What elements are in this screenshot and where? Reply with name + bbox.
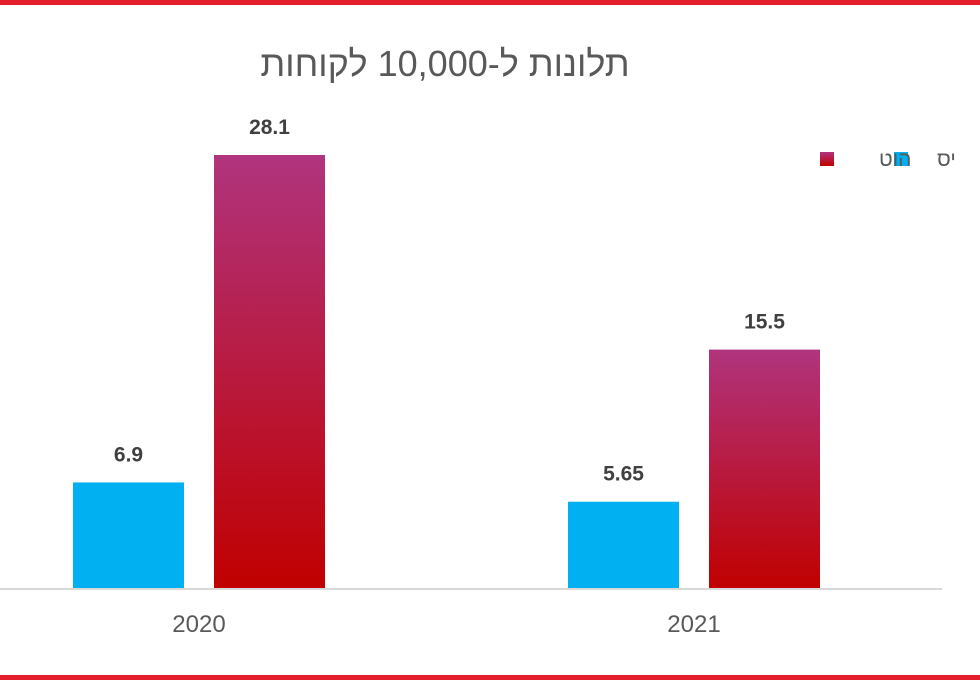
data-label-hot-2021: 15.5 <box>744 311 785 334</box>
chart-title: תלונות ל-10,000 לקוחות <box>260 43 629 84</box>
legend-label-hot: הוט <box>879 148 911 171</box>
x-axis-ticks: 2020 2021 <box>172 611 720 638</box>
bars-group: 6.9 28.1 5.65 15.5 <box>73 116 820 589</box>
x-tick-label-2021: 2021 <box>667 611 720 638</box>
legend: יס הוט <box>820 148 956 171</box>
legend-swatch-hot <box>820 152 834 166</box>
legend-label-yes: יס <box>937 148 956 171</box>
bar-yes-2020 <box>73 482 184 589</box>
bottom-frame-bar <box>0 675 980 680</box>
data-label-yes-2020: 6.9 <box>114 443 143 466</box>
data-label-hot-2020: 28.1 <box>249 116 290 139</box>
legend-swatch-yes <box>894 152 908 166</box>
bar-hot-2021 <box>709 349 820 589</box>
bar-yes-2021 <box>568 501 679 589</box>
x-tick-label-2020: 2020 <box>172 611 225 638</box>
bar-hot-2020 <box>214 155 325 589</box>
data-label-yes-2021: 5.65 <box>603 463 644 486</box>
top-frame-bar <box>0 0 980 5</box>
